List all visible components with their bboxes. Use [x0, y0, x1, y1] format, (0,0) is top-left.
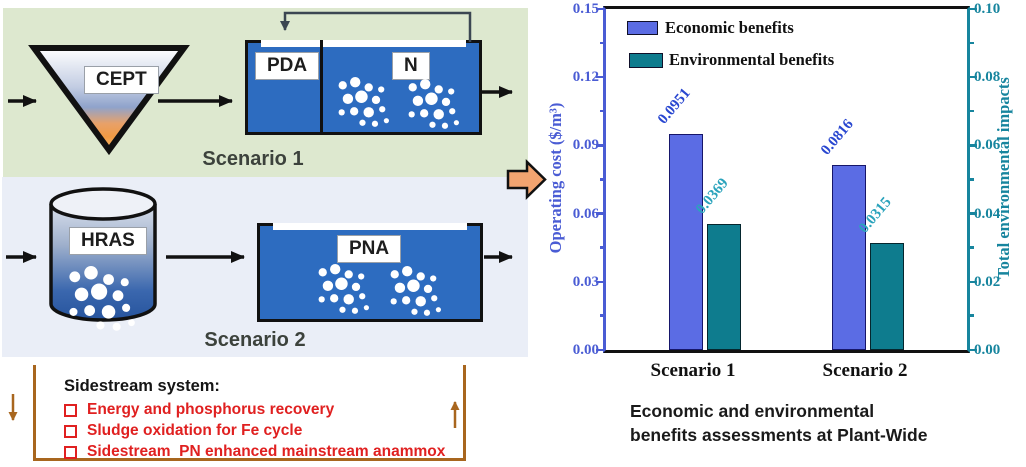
bubbles	[408, 79, 459, 129]
bubbles	[338, 77, 389, 127]
bar-value-label: 0.0951	[654, 85, 694, 128]
caption-line2: benefits assessments at Plant-Wide	[630, 425, 928, 445]
left-tick-label: 0.00	[572, 342, 599, 358]
legend-swatch	[627, 21, 658, 35]
bar-left	[832, 164, 866, 350]
right-tick-label: 0.04	[974, 205, 1001, 222]
left-major-tick	[596, 7, 603, 11]
tank-open-top	[261, 40, 466, 47]
left-major-tick	[596, 280, 603, 284]
legend-label: Economic benefits	[665, 18, 794, 37]
right-minor-tick	[969, 178, 974, 181]
bar-value-label: 0.0816	[817, 115, 857, 158]
left-tick-label: 0.09	[572, 137, 599, 154]
x-category-label: Scenario 1	[650, 360, 736, 381]
left-major-tick	[596, 212, 603, 215]
benefits-chart: 0.00 0.00 0.03 0.02 0.06 0.04 0.09 0.06 0.12 0.08…	[530, 0, 1026, 467]
pna-tank: PNA	[257, 223, 483, 322]
sidestream-item-list: Energy and phosphorus recovery Sludge oxi…	[64, 400, 445, 463]
sidestream-box: Sidestream system: Energy and phosphorus…	[33, 365, 466, 461]
chart-caption: Economic and environmental benefits asse…	[630, 399, 927, 447]
legend-swatch	[629, 53, 663, 68]
right-tick-label: 0.00	[974, 342, 1001, 358]
cept-label: CEPT	[84, 66, 159, 94]
right-tick-label: 0.02	[974, 273, 1001, 290]
checkbox-bullet-icon	[64, 424, 77, 438]
cept-clarifier-funnel	[28, 45, 190, 156]
bar-left	[669, 133, 703, 350]
right-major-tick	[970, 75, 977, 79]
bubbles	[390, 266, 441, 316]
right-major-tick	[970, 348, 977, 352]
right-major-tick	[970, 7, 977, 11]
hras-reactor-cylinder	[49, 187, 157, 331]
bubbles	[318, 264, 369, 314]
left-minor-tick	[599, 314, 604, 317]
pda-zone-label: PDA	[255, 52, 320, 80]
left-axis-title: Operating cost ($/m³)	[546, 102, 565, 254]
right-tick-label: 0.08	[974, 69, 1001, 86]
scenario1-panel: CEPT PDA N Scenario 1	[3, 8, 528, 177]
right-minor-tick	[969, 109, 974, 113]
checkbox-bullet-icon	[64, 403, 77, 417]
right-minor-tick	[969, 41, 974, 45]
right-minor-tick	[969, 314, 974, 317]
sidestream-title: Sidestream system:	[64, 377, 220, 395]
caption-line1: Economic and environmental	[630, 401, 875, 421]
scenario2-label: Scenario 2	[204, 329, 306, 351]
tank-open-top	[273, 223, 467, 230]
right-axis-title: Total environmental impacts	[994, 77, 1013, 279]
scenario2-panel: HRAS PNA Scenario 2	[2, 177, 528, 357]
left-major-tick	[596, 348, 603, 352]
pna-label: PNA	[337, 235, 402, 263]
sidestream-item-text: Sidestream PN enhanced mainstream anammo…	[87, 443, 446, 460]
scenario1-label: Scenario 1	[202, 148, 304, 170]
left-tick-label: 0.12	[572, 69, 599, 86]
left-minor-tick	[599, 178, 604, 181]
sidestream-item-text: Sludge oxidation for Fe cycle	[87, 422, 303, 439]
tank-divider	[320, 40, 323, 135]
x-category-label: Scenario 2	[822, 360, 908, 381]
bar-right	[707, 224, 741, 350]
sidestream-item-text: Energy and phosphorus recovery	[87, 401, 335, 418]
plot-area: 0.00 0.00 0.03 0.02 0.06 0.04 0.09 0.06 0.12 0.08…	[573, 1, 1001, 381]
left-minor-tick	[599, 41, 604, 45]
right-major-tick	[970, 212, 977, 215]
pda-n-tank: PDA N	[245, 40, 482, 135]
right-major-tick	[970, 280, 977, 284]
left-tick-label: 0.06	[572, 205, 599, 222]
right-tick-label: 0.10	[974, 1, 1001, 17]
left-minor-tick	[599, 109, 604, 113]
sidestream-item: Energy and phosphorus recovery	[64, 400, 445, 420]
bar-right	[870, 242, 904, 350]
legend-label: Environmental benefits	[669, 50, 835, 69]
left-tick-label: 0.15	[572, 1, 599, 17]
right-tick-label: 0.06	[974, 137, 1001, 154]
right-minor-tick	[969, 246, 974, 249]
left-major-tick	[596, 75, 603, 79]
hras-label: HRAS	[69, 227, 147, 255]
left-minor-tick	[599, 246, 604, 249]
checkbox-bullet-icon	[64, 445, 77, 459]
left-major-tick	[596, 144, 603, 147]
sidestream-item: Sidestream PN enhanced mainstream anammo…	[64, 442, 445, 462]
left-tick-label: 0.03	[572, 273, 599, 290]
right-major-tick	[970, 144, 977, 147]
sidestream-item: Sludge oxidation for Fe cycle	[64, 421, 445, 441]
n-zone-label: N	[392, 52, 430, 80]
